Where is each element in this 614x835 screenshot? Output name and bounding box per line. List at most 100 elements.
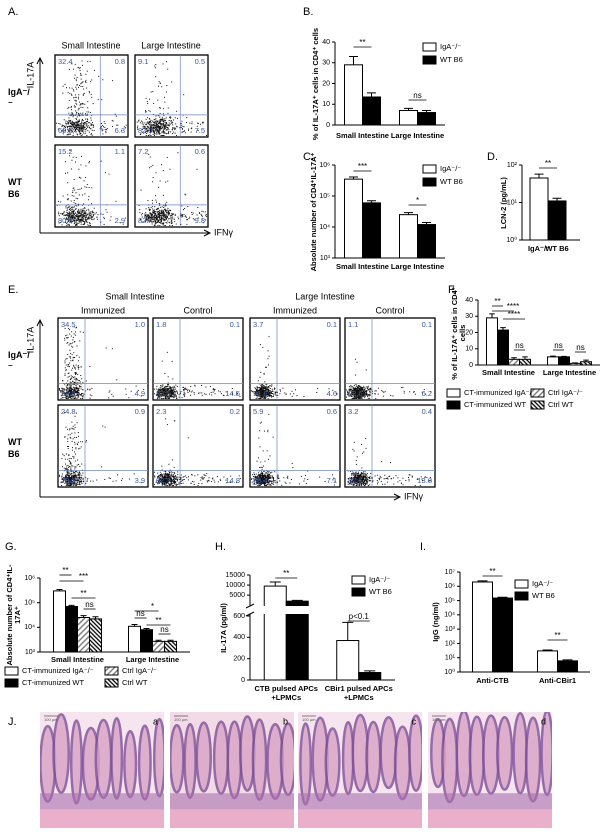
flow-dot <box>85 119 86 120</box>
flow-dot <box>154 206 155 207</box>
flow-dot <box>82 195 83 196</box>
flow-dot <box>73 366 74 367</box>
flow-dot <box>71 398 72 399</box>
flow-dot <box>213 388 214 389</box>
flow-dot <box>74 424 75 425</box>
flow-dot <box>75 473 76 474</box>
flow-dot <box>77 397 78 398</box>
flow-dot <box>93 127 94 128</box>
flow-dot <box>188 392 189 393</box>
flow-dot <box>74 223 75 224</box>
flow-dot <box>102 79 103 80</box>
flow-dot <box>69 363 70 364</box>
flow-dot <box>77 391 78 392</box>
flow-dot <box>76 220 77 221</box>
flow-dot <box>175 389 176 390</box>
flow-dot <box>77 477 78 478</box>
flow-dot <box>81 366 82 367</box>
flow-dot <box>74 78 75 79</box>
flow-dot <box>164 118 165 119</box>
flow-dot <box>209 394 210 395</box>
flow-dot <box>94 213 95 214</box>
flow-dot <box>172 459 173 460</box>
flow-dot <box>63 196 64 197</box>
flow-dot <box>160 219 161 220</box>
flow-dot <box>163 129 164 130</box>
quadrant-percent: 80.8 <box>58 216 73 225</box>
flow-dot <box>415 394 416 395</box>
flow-dot <box>186 224 187 225</box>
flow-dot <box>105 123 106 124</box>
flow-dot <box>82 473 83 474</box>
quadrant-percent: 7.2 <box>138 147 148 156</box>
flow-dot <box>77 214 78 215</box>
flow-dot <box>80 178 81 179</box>
flow-dot <box>83 125 84 126</box>
flow-dot <box>366 370 367 371</box>
flow-dot <box>165 133 166 134</box>
quadrant-percent: 59.6 <box>61 389 76 398</box>
flow-dot <box>91 133 92 134</box>
flow-dot <box>161 398 162 399</box>
flow-dot <box>166 214 167 215</box>
flow-dot <box>169 485 170 486</box>
flow-dot <box>212 478 213 479</box>
flow-dot <box>77 219 78 220</box>
flow-dot <box>205 387 206 388</box>
flow-dot <box>172 222 173 223</box>
flow-dot <box>181 205 182 206</box>
flow-dot <box>369 391 370 392</box>
flow-dot <box>69 466 70 467</box>
flow-dot <box>217 476 218 477</box>
flow-dot <box>203 478 204 479</box>
flow-dot <box>80 398 81 399</box>
flow-dot <box>206 214 207 215</box>
flow-dot <box>371 390 372 391</box>
flow-dot <box>128 397 129 398</box>
flow-dot <box>269 477 270 478</box>
flow-dot <box>184 394 185 395</box>
flow-dot <box>189 390 190 391</box>
flow-dot <box>89 127 90 128</box>
flow-dot <box>273 437 274 438</box>
flow-dot <box>271 384 272 385</box>
flow-dot <box>76 100 77 101</box>
flow-dot <box>169 213 170 214</box>
flow-dot <box>364 390 365 391</box>
flow-dot <box>184 396 185 397</box>
flow-dot <box>69 212 70 213</box>
flow-dot <box>172 213 173 214</box>
flow-dot <box>76 114 77 115</box>
flow-dot <box>378 388 379 389</box>
flow-dot <box>73 157 74 158</box>
flow-dot <box>161 219 162 220</box>
flow-dot <box>81 214 82 215</box>
flow-dot <box>82 441 83 442</box>
flow-dot <box>165 182 166 183</box>
flow-dot <box>166 212 167 213</box>
flow-dot <box>162 117 163 118</box>
flow-dot <box>64 468 65 469</box>
flow-dot <box>182 126 183 127</box>
flow-dot <box>106 129 107 130</box>
flow-dot <box>82 86 83 87</box>
flow-dot <box>153 103 154 104</box>
flow-dot <box>70 462 71 463</box>
flow-dot <box>190 483 191 484</box>
flow-dot <box>188 479 189 480</box>
flow-dot <box>176 397 177 398</box>
flow-dot <box>77 116 78 117</box>
flow-dot <box>177 393 178 394</box>
flow-dot <box>98 76 99 77</box>
flow-dot <box>91 214 92 215</box>
flow-dot <box>67 172 68 173</box>
flow-dot <box>75 471 76 472</box>
flow-dot <box>163 473 164 474</box>
flow-dot <box>198 485 199 486</box>
quadrant-percent: 91.6 <box>253 389 268 398</box>
flow-dot <box>70 210 71 211</box>
flow-dot <box>171 223 172 224</box>
flow-dot <box>145 110 146 111</box>
flow-dot <box>69 460 70 461</box>
flow-dot <box>78 125 79 126</box>
